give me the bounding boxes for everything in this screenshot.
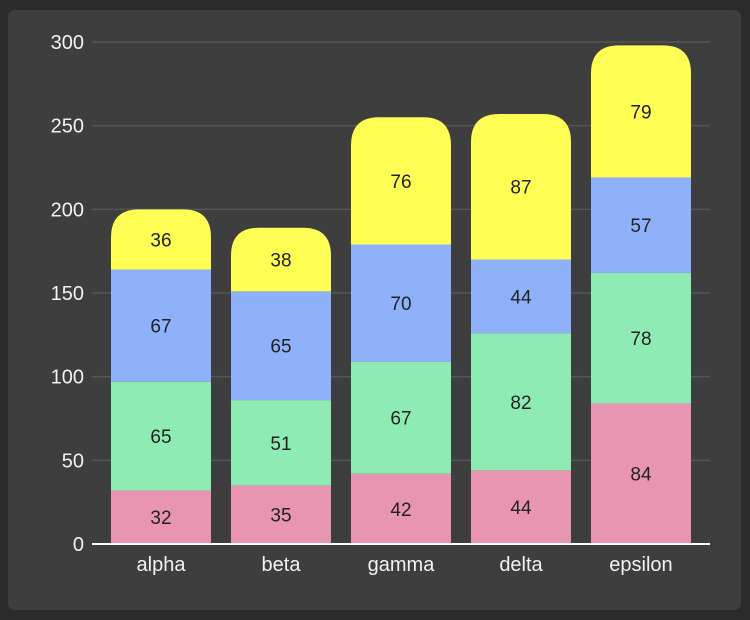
data-label: 44 [510,287,532,308]
data-label: 32 [150,508,171,529]
data-label: 51 [270,434,291,455]
x-category-label: delta [499,554,543,576]
data-label: 35 [270,506,291,527]
data-label: 57 [630,216,651,237]
data-label: 65 [150,427,171,448]
bar-segment-epsilon-1 [591,403,691,544]
y-tick-label: 0 [73,534,84,556]
y-axis-tick-labels: 0 50 100 150 200 250 300 [51,32,84,556]
data-label: 82 [510,393,531,414]
bar-segment-beta-1 [231,485,331,544]
bar-segment-beta-4 [231,227,331,292]
bar-segment-alpha-2 [111,381,211,491]
data-label: 36 [150,230,171,251]
data-label: 79 [630,102,651,123]
bar-segment-delta-3 [471,259,571,334]
bar-segment-alpha-4 [111,209,211,270]
y-tick-label: 100 [51,367,84,389]
data-label: 87 [510,178,531,199]
y-tick-label: 300 [51,32,84,54]
bar-segment-alpha-1 [111,490,211,544]
bar-segment-epsilon-3 [591,177,691,273]
x-category-label: gamma [368,554,436,576]
data-label: 65 [270,337,291,358]
bar-segment-gamma-1 [351,473,451,544]
bar-segment-beta-2 [231,400,331,486]
y-tick-label: 50 [62,450,84,472]
bar-segment-alpha-3 [111,269,211,382]
bars [111,45,691,544]
bar-segment-epsilon-2 [591,272,691,404]
bar-segment-gamma-3 [351,244,451,362]
bar-segment-delta-1 [471,470,571,544]
data-label: 67 [390,409,411,430]
y-tick-label: 150 [51,283,84,305]
data-label: 78 [630,329,651,350]
data-label: 38 [270,251,291,272]
data-label: 42 [390,500,411,521]
x-category-label: epsilon [609,554,672,576]
x-axis-category-labels: alpha beta gamma delta epsilon [137,554,673,576]
bar-segment-gamma-4 [351,117,451,245]
bar-segment-beta-3 [231,291,331,401]
data-label: 67 [150,317,171,338]
data-label: 44 [510,498,532,519]
data-label: 76 [390,172,411,193]
data-labels: 32 65 67 36 35 51 65 38 42 67 70 76 44 82 44 87 84 78 57 79 [150,102,652,529]
x-category-label: alpha [137,554,187,576]
bar-segment-delta-2 [471,333,571,471]
bar-segment-epsilon-4 [591,45,691,178]
y-tick-label: 200 [51,199,84,221]
data-label: 84 [630,465,652,486]
y-tick-label: 250 [51,116,84,138]
data-label: 70 [390,294,411,315]
bar-segment-gamma-2 [351,361,451,474]
x-category-label: beta [262,554,302,576]
bar-segment-delta-4 [471,113,571,260]
